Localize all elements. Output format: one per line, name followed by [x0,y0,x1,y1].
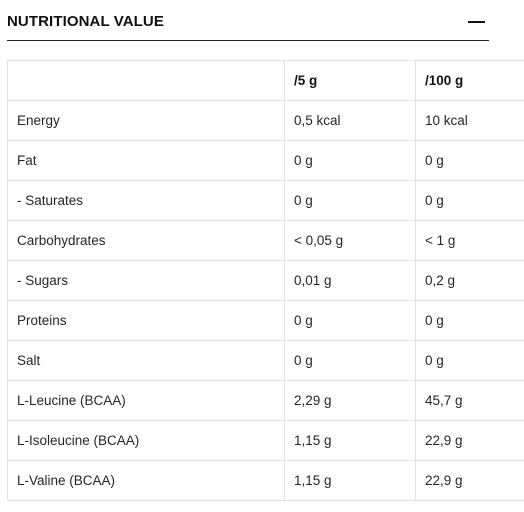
nutrient-name: Carbohydrates [7,220,285,261]
nutrient-name: L-Valine (BCAA) [7,460,285,501]
value-per-5g: 1,15 g [284,420,416,461]
value-per-100g: 45,7 g [415,380,524,421]
section-title: NUTRITIONAL VALUE [7,13,164,30]
nutrient-name: Salt [7,340,285,381]
value-per-5g: 0,01 g [284,260,416,301]
nutrient-name: Fat [7,140,285,181]
value-per-100g: 22,9 g [415,460,524,501]
nutrient-name: L-Leucine (BCAA) [7,380,285,421]
value-per-5g: 1,15 g [284,460,416,501]
value-per-100g: 0 g [415,340,524,381]
minus-icon[interactable] [465,8,489,32]
value-per-100g: 0,2 g [415,260,524,301]
value-per-5g: 0,5 kcal [284,100,416,141]
value-per-5g: 2,29 g [284,380,416,421]
column-header-per-5g: /5 g [284,60,416,101]
minus-icon-bar [468,21,485,23]
table-row: - Saturates 0 g 0 g [7,180,524,221]
table-row: Salt 0 g 0 g [7,340,524,381]
value-per-100g: 0 g [415,180,524,221]
value-per-5g: 0 g [284,180,416,221]
nutrient-name: - Sugars [7,260,285,301]
table-row: Carbohydrates < 0,05 g < 1 g [7,220,524,261]
nutrient-name: Energy [7,100,285,141]
value-per-100g: < 1 g [415,220,524,261]
table-row: Fat 0 g 0 g [7,140,524,181]
nutrition-table: /5 g /100 g Energy 0,5 kcal 10 kcal Fat … [7,60,524,501]
table-header-row: /5 g /100 g [7,60,524,101]
nutrition-section-header[interactable]: NUTRITIONAL VALUE [7,0,489,41]
nutrient-name: L-Isoleucine (BCAA) [7,420,285,461]
value-per-5g: 0 g [284,340,416,381]
table-row: L-Leucine (BCAA) 2,29 g 45,7 g [7,380,524,421]
table-row: Proteins 0 g 0 g [7,300,524,341]
table-row: Energy 0,5 kcal 10 kcal [7,100,524,141]
value-per-5g: < 0,05 g [284,220,416,261]
column-header-nutrient [7,60,285,101]
column-header-per-100g: /100 g [415,60,524,101]
value-per-100g: 0 g [415,300,524,341]
value-per-5g: 0 g [284,140,416,181]
value-per-5g: 0 g [284,300,416,341]
table-row: - Sugars 0,01 g 0,2 g [7,260,524,301]
value-per-100g: 0 g [415,140,524,181]
value-per-100g: 22,9 g [415,420,524,461]
nutrient-name: Proteins [7,300,285,341]
value-per-100g: 10 kcal [415,100,524,141]
table-row: L-Valine (BCAA) 1,15 g 22,9 g [7,460,524,501]
table-row: L-Isoleucine (BCAA) 1,15 g 22,9 g [7,420,524,461]
nutrient-name: - Saturates [7,180,285,221]
